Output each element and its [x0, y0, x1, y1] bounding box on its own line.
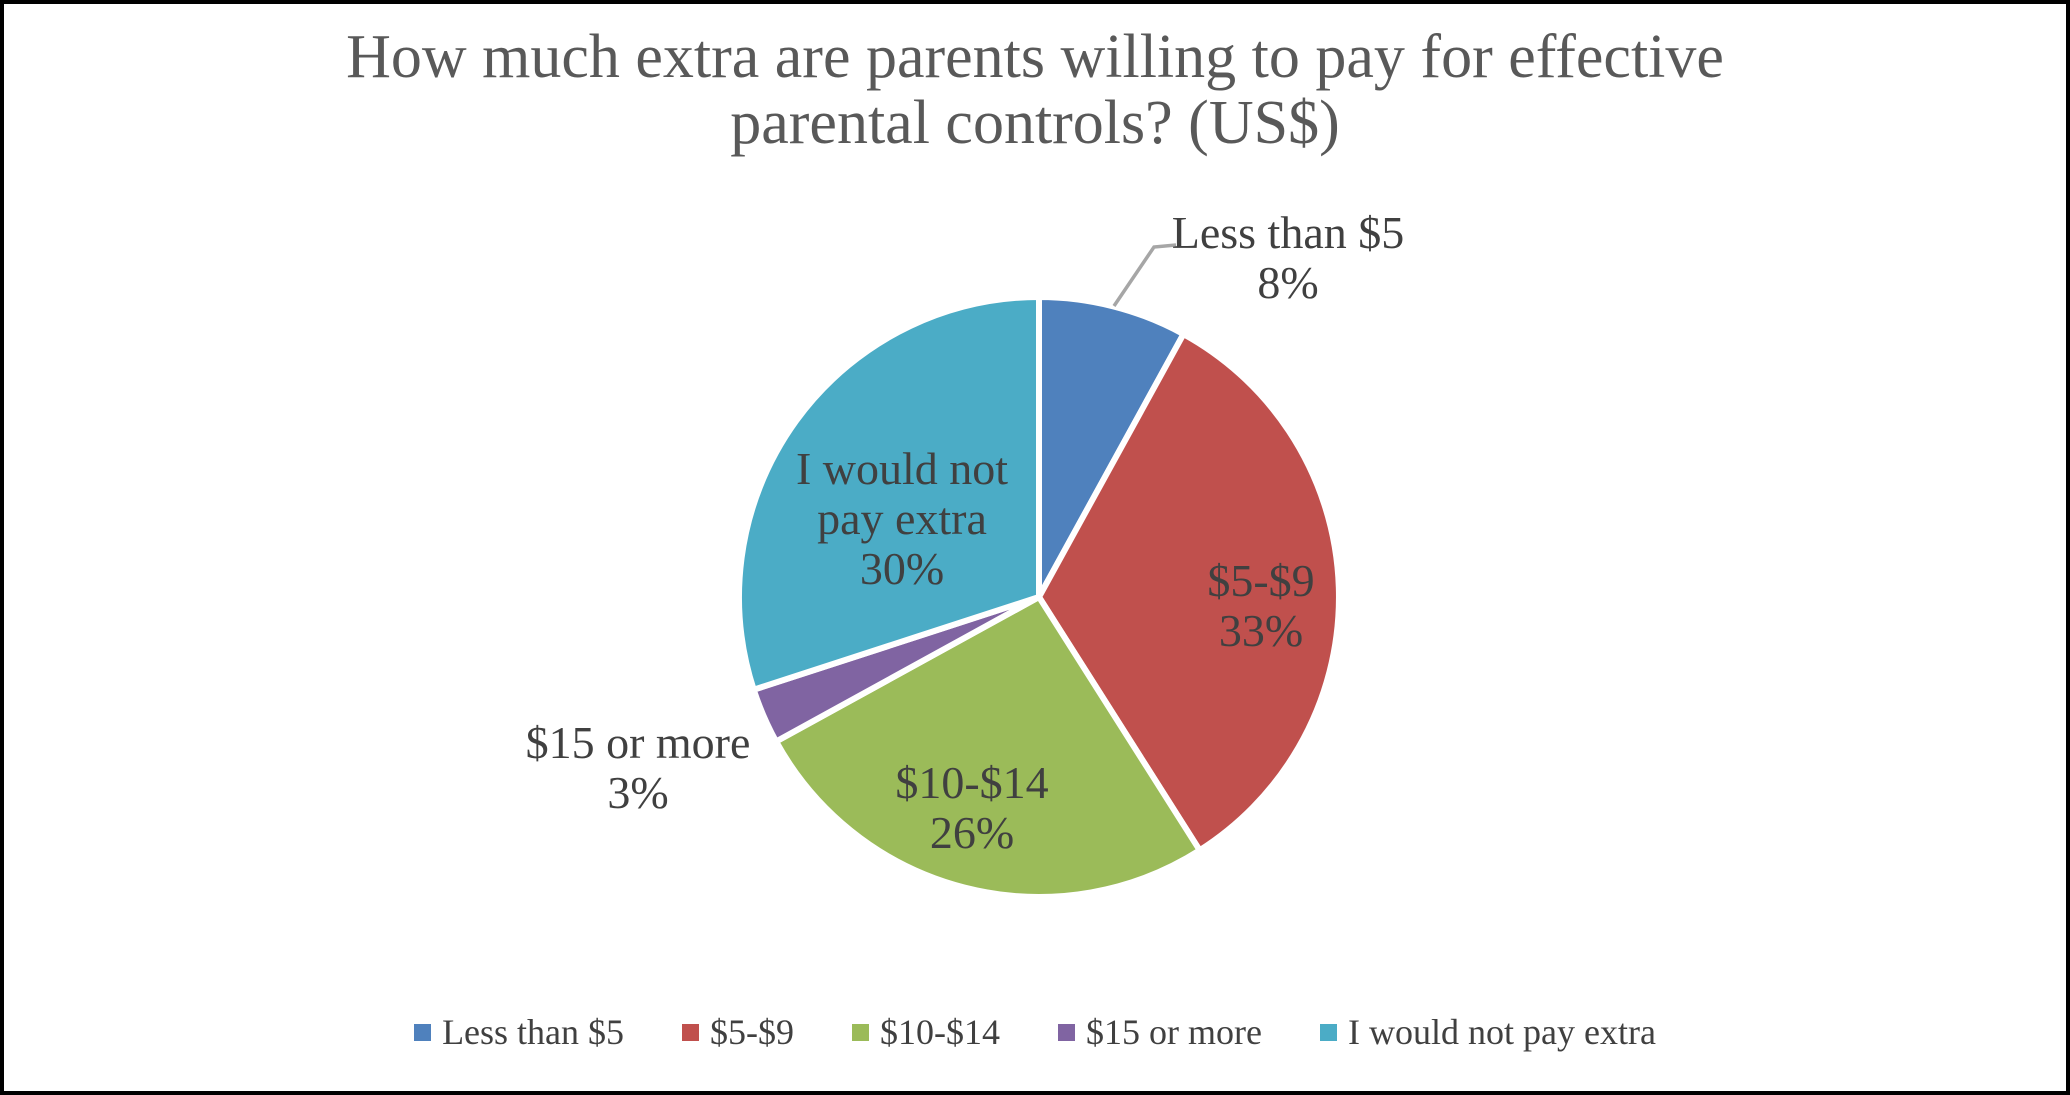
legend-label: $10-$14 — [880, 1012, 1001, 1052]
legend-label: $15 or more — [1086, 1012, 1262, 1052]
pie-slice-i-would-not-pay-extra — [736, 294, 1042, 693]
legend-swatch-icon — [1058, 1023, 1076, 1041]
legend-swatch-icon — [682, 1023, 700, 1041]
chart-legend: Less than $5 $5-$9 $10-$14 $15 or more I wou… — [4, 1004, 2066, 1060]
legend-item-i-would-not-pay-extra: I would not pay extra — [1320, 1011, 1656, 1053]
legend-item-10-14: $10-$14 — [852, 1011, 1000, 1053]
legend-label: Less than $5 — [442, 1012, 625, 1052]
legend-item-5-9: $5-$9 — [682, 1011, 794, 1053]
legend-label: I would not pay extra — [1348, 1012, 1656, 1052]
legend-label: $5-$9 — [710, 1012, 795, 1052]
pie-slice-5-9 — [1036, 331, 1342, 854]
label-leader-line — [1112, 243, 1177, 307]
pie-slice-less-than-5 — [1036, 294, 1187, 600]
legend-item-15-or-more: $15 or more — [1058, 1011, 1262, 1053]
chart-title-line-2: parental controls? (US$) — [730, 89, 1340, 157]
legend-swatch-icon — [1320, 1023, 1337, 1041]
legend-swatch-icon — [414, 1023, 432, 1041]
legend-swatch-icon — [852, 1023, 870, 1041]
pie-slice-10-14 — [773, 594, 1203, 900]
legend-item-less-than-5: Less than $5 — [414, 1011, 624, 1053]
chart-title: How much extra are parents willing to pa… — [4, 24, 2066, 156]
pie-chart — [736, 243, 1342, 900]
chart-title-line-1: How much extra are parents willing to pa… — [346, 23, 1724, 91]
